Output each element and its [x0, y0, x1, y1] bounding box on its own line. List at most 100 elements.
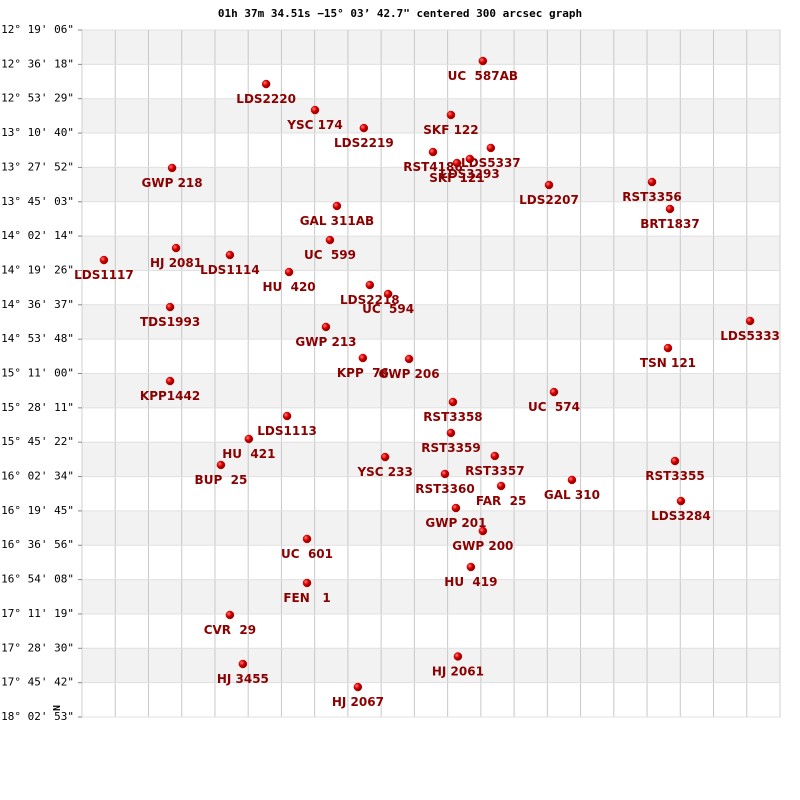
star-label: KPP 76 [337, 366, 389, 380]
star-label: BRT1837 [640, 217, 699, 231]
star-label: GAL 310 [544, 488, 600, 502]
star-label: LDS2207 [519, 193, 579, 207]
star-marker [167, 163, 177, 173]
row-band [82, 579, 780, 614]
star-label: KPP1442 [140, 389, 200, 403]
star-label: TSN 121 [640, 356, 696, 370]
star-marker [321, 322, 331, 332]
row-band [82, 98, 780, 134]
star-marker [238, 659, 248, 669]
star-marker [216, 460, 226, 470]
row-band [82, 510, 780, 546]
y-tick-label: -16° 19' 45" [0, 504, 74, 517]
star-label: RST3359 [421, 441, 480, 455]
row-band [82, 30, 780, 65]
star-marker [358, 353, 368, 363]
star-label: LDS5337 [461, 156, 521, 170]
y-tick-label: -12° 36' 18" [0, 57, 74, 70]
star-label: FEN 1 [283, 591, 330, 605]
row-band [82, 442, 780, 477]
y-tick-label: -15° 28' 11" [0, 401, 74, 414]
star-marker [302, 578, 312, 588]
star-label: LDS3284 [651, 509, 711, 523]
y-tick-label: -17° 11' 19" [0, 607, 74, 620]
star-marker [359, 123, 369, 133]
star-marker [353, 682, 363, 692]
plot-background [81, 29, 781, 718]
star-label: RST3357 [465, 464, 524, 478]
star-marker [332, 201, 342, 211]
star-marker [490, 451, 500, 461]
star-marker [302, 534, 312, 544]
star-label: RST3358 [423, 410, 482, 424]
star-label: LDS1113 [257, 424, 317, 438]
y-tick-label: -15° 45' 22" [0, 435, 74, 448]
y-tick-label: -18° 02' 53" [0, 710, 74, 723]
star-marker [225, 250, 235, 260]
star-marker [244, 434, 254, 444]
y-tick-label: -13° 10' 40" [0, 126, 74, 139]
row-band [82, 270, 780, 305]
star-label: LDS1114 [200, 263, 260, 277]
star-label: RST3360 [415, 482, 474, 496]
y-tick-label: -12° 53' 29" [0, 92, 74, 105]
star-marker [225, 610, 235, 620]
star-marker [486, 143, 496, 153]
star-label: GAL 311AB [300, 214, 374, 228]
star-label: HJ 2081 [150, 256, 202, 270]
star-marker [478, 526, 488, 536]
star-marker [165, 376, 175, 386]
star-label: RST3355 [645, 469, 704, 483]
row-band [82, 407, 780, 443]
star-label: UC 599 [304, 248, 356, 262]
star-label: SKF 122 [423, 123, 478, 137]
star-label: LDS3293 [440, 167, 500, 181]
star-marker [465, 154, 475, 164]
star-marker [440, 469, 450, 479]
star-label: YSC 233 [356, 465, 412, 479]
star-label: FAR 25 [476, 494, 526, 508]
star-label: GWP 218 [142, 176, 203, 190]
row-band [82, 682, 780, 717]
star-label: GWP 201 [425, 516, 486, 530]
row-band [82, 476, 780, 511]
star-marker [745, 316, 755, 326]
row-band [82, 304, 780, 340]
star-label: UC 594 [362, 302, 414, 316]
chart-title: 01h 37m 34.51s −15° 03’ 42.7" centered 3… [218, 7, 582, 20]
star-label: GWP 213 [295, 335, 356, 349]
star-marker [647, 177, 657, 187]
star-label: CVR 29 [204, 623, 256, 637]
y-tick-label: -13° 45' 03" [0, 195, 74, 208]
star-marker [165, 302, 175, 312]
star-marker [567, 475, 577, 485]
star-label: UC 574 [528, 400, 580, 414]
star-marker [404, 354, 414, 364]
star-label: LDS2220 [236, 92, 296, 106]
star-marker [171, 243, 181, 253]
star-label: YSC 174 [286, 118, 342, 132]
star-label: SKF 121 [429, 171, 484, 185]
star-label: GWP 206 [379, 367, 440, 381]
y-tick-label: -12° 19' 06" [0, 23, 74, 36]
row-band [82, 201, 780, 237]
star-marker [665, 204, 675, 214]
y-tick-label: -16° 36' 56" [0, 538, 74, 551]
y-tick-label: -14° 19' 26" [0, 263, 74, 276]
y-tick-label: -14° 53' 48" [0, 332, 74, 345]
star-marker [478, 56, 488, 66]
star-label: HJ 2061 [432, 664, 484, 678]
star-marker [380, 452, 390, 462]
star-marker [453, 652, 463, 661]
star-label: LDS2219 [334, 136, 394, 150]
star-marker [261, 79, 271, 89]
star-marker [451, 503, 461, 513]
star-label: UC 587AB [448, 69, 518, 83]
y-tick-label: -14° 36' 37" [0, 298, 74, 311]
star-label: HU 421 [222, 447, 275, 461]
y-tick-label: -17° 45' 42" [0, 676, 74, 689]
star-label: RST4186 [403, 160, 462, 174]
y-tick-label: -13° 27' 52" [0, 160, 74, 173]
star-marker [365, 280, 375, 290]
star-marker [670, 456, 680, 466]
